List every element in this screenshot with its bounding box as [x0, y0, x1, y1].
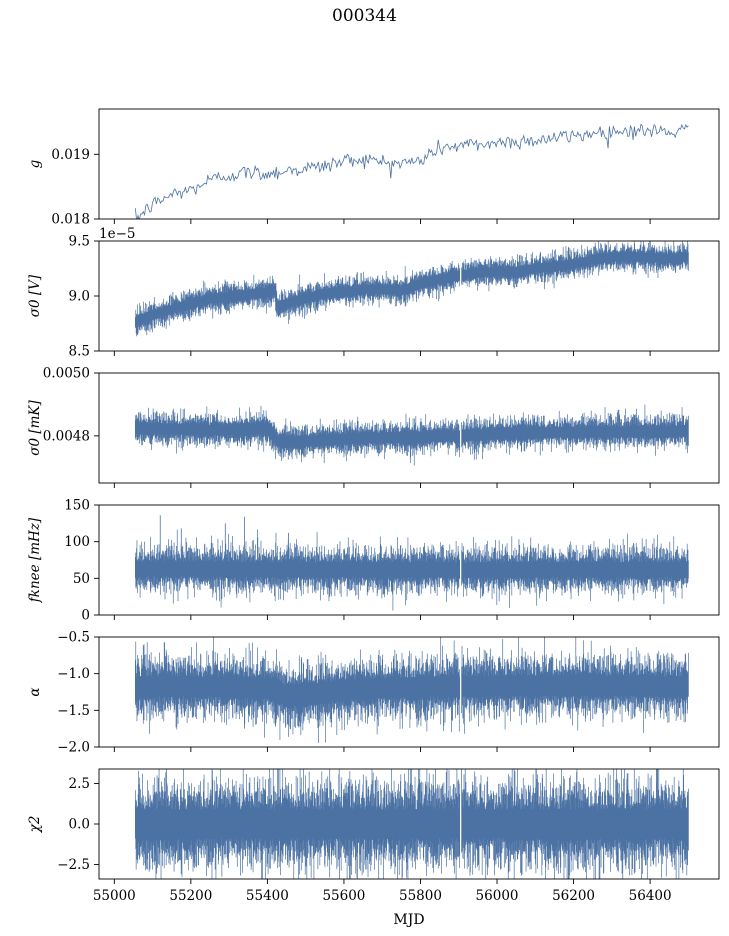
line-g: [134, 123, 689, 219]
panel-alpha: −2.0 −1.5 −1.0 −0.5 α: [27, 630, 720, 756]
ytick-label-sigma0_mK-1: 0.0050: [43, 366, 90, 382]
ytick-label-sigma0_mK-0: 0.0048: [43, 428, 90, 444]
ylabel-g: g: [27, 159, 43, 168]
ylabel-fknee: fknee [mHz]: [27, 517, 43, 603]
series-g-0: [134, 123, 689, 219]
series-sigma0_V-0: [135, 241, 689, 337]
xtick-label-7: 56400: [629, 888, 672, 904]
panel-g: 0.018 0.019 g: [27, 108, 720, 228]
band-fknee: [135, 529, 689, 611]
ytick-label-g-0: 0.018: [51, 212, 90, 228]
ylabel-sigma0_mK: σ0 [mK]: [27, 400, 43, 456]
band-chi2: [135, 769, 689, 879]
band-alpha: [135, 637, 689, 744]
ytick-label-chi2-2: 2.5: [69, 776, 90, 792]
ytick-label-fknee-1: 50: [73, 571, 90, 587]
xtick-label-3: 55600: [322, 888, 365, 904]
series-fknee-0: [135, 515, 689, 611]
ytick-label-alpha-3: −0.5: [57, 630, 90, 646]
ytick-label-sigma0_V-0: 8.5: [69, 344, 90, 360]
xtick-label-0: 55000: [93, 888, 136, 904]
xtick-label-6: 56200: [552, 888, 595, 904]
ytick-label-chi2-1: 0.0: [69, 817, 90, 833]
panel-chi2: −2.5 0.0 2.5 55000 55200 55400 55600 55800 56000…: [27, 768, 720, 904]
ytick-label-chi2-0: −2.5: [57, 857, 90, 873]
axes-frame-fknee: [98, 504, 720, 616]
ylabel-chi2: χ2: [27, 816, 43, 834]
ytick-label-fknee-3: 150: [64, 498, 90, 514]
ytick-label-alpha-2: −1.0: [57, 666, 90, 682]
xtick-label-4: 55800: [399, 888, 442, 904]
ytick-label-alpha-0: −2.0: [57, 740, 90, 756]
ytick-label-fknee-0: 0: [81, 608, 90, 624]
panel-fknee: 0 50 100 150 fknee [mHz]: [27, 498, 720, 624]
ytick-label-g-1: 0.019: [51, 147, 90, 163]
ytick-label-alpha-1: −1.5: [57, 703, 90, 719]
xtick-label-1: 55200: [169, 888, 212, 904]
axes-frame-sigma0_mK: [98, 372, 720, 484]
figure-title: 000344: [332, 6, 397, 26]
xlabel: MJD: [393, 912, 424, 928]
band-sigma0_V: [135, 241, 689, 337]
ylabel-alpha: α: [27, 687, 43, 696]
ylabel-sigma0_V: σ0 [V]: [27, 274, 43, 317]
ytick-label-sigma0_V-1: 9.0: [69, 289, 90, 305]
ytick-label-fknee-2: 100: [64, 534, 90, 550]
axes-frame-g: [98, 108, 720, 220]
series-alpha-0: [135, 637, 689, 744]
panel-sigma0_V: 8.5 9.0 9.5 1e−5 σ0 [V]: [27, 226, 720, 360]
panel-sigma0_mK: 0.0048 0.0050 σ0 [mK]: [27, 366, 720, 488]
series-chi2-0: [135, 769, 689, 879]
ytick-label-sigma0_V-2: 9.5: [69, 234, 90, 250]
axes-frame-alpha: [98, 636, 720, 748]
series-sigma0_mK-0: [135, 404, 689, 466]
offset-text-sigma0_V: 1e−5: [99, 226, 135, 242]
band-sigma0_mK: [135, 404, 689, 466]
xtick-label-2: 55400: [246, 888, 289, 904]
xtick-label-5: 56000: [476, 888, 519, 904]
